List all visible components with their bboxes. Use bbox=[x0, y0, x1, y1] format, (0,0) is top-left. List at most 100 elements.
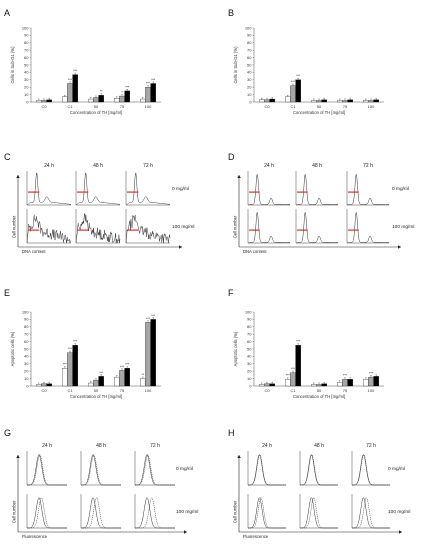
significance-label: *** bbox=[286, 374, 291, 378]
bar bbox=[150, 319, 156, 387]
bar bbox=[88, 382, 94, 387]
y-tick-label: 90 bbox=[24, 317, 29, 322]
histogram-axes bbox=[134, 451, 175, 486]
histogram-curve bbox=[75, 212, 121, 244]
bar bbox=[93, 97, 99, 103]
histogram-axes bbox=[80, 494, 121, 529]
bar bbox=[269, 98, 275, 103]
histogram-axes bbox=[295, 209, 338, 244]
y-tick-label: 40 bbox=[24, 354, 29, 359]
x-axis-label: Fluorescence bbox=[243, 534, 269, 539]
histogram-axes bbox=[299, 494, 338, 529]
dna-histograms-c: 24 h 48 h 72 h 0 mg/ml 100 mg/ml Cell number D… bbox=[12, 163, 195, 254]
histogram-axes bbox=[80, 451, 121, 486]
panel-label-e: E bbox=[4, 288, 10, 298]
histogram-curve bbox=[125, 172, 171, 206]
y-tick-label: 0 bbox=[249, 383, 252, 388]
y-tick-label: 0 bbox=[249, 99, 252, 104]
bar bbox=[72, 345, 78, 387]
y-tick-label: 30 bbox=[24, 77, 29, 82]
y-tick-label: 100 bbox=[245, 309, 252, 314]
y-tick-label: 90 bbox=[247, 33, 252, 38]
bar bbox=[119, 370, 125, 387]
bar bbox=[285, 96, 291, 103]
y-axis-label: Apoptotic cells (%) bbox=[10, 331, 15, 366]
y-tick-label: 70 bbox=[24, 48, 29, 53]
concentration-label: 100 mg/ml bbox=[392, 224, 414, 230]
bar bbox=[259, 99, 265, 103]
significance-label: *** bbox=[68, 347, 73, 351]
histogram-axes bbox=[346, 171, 389, 206]
bar bbox=[67, 83, 73, 103]
bar bbox=[98, 376, 104, 387]
concentration-label: 0 mg/ml bbox=[388, 466, 405, 472]
bar bbox=[316, 100, 322, 103]
histogram-curve bbox=[26, 454, 67, 486]
y-tick-label: 100 bbox=[22, 25, 29, 30]
time-label: 48 h bbox=[314, 443, 324, 449]
histogram-curve bbox=[299, 454, 338, 486]
bar bbox=[145, 87, 151, 103]
histogram-curve bbox=[80, 454, 121, 486]
arrow-head bbox=[16, 455, 20, 458]
category-label: 100 bbox=[368, 388, 375, 393]
significance-label: *** bbox=[151, 314, 156, 318]
y-tick-label: 80 bbox=[24, 324, 29, 329]
significance-label: *** bbox=[343, 374, 348, 378]
bar bbox=[290, 372, 296, 387]
y-tick-label: 30 bbox=[24, 361, 29, 366]
arrow-head bbox=[16, 175, 20, 178]
x-axis-label: Concentration of TH [mg/ml] bbox=[70, 394, 122, 399]
bar bbox=[285, 379, 291, 387]
category-label: 100 bbox=[145, 388, 152, 393]
histogram-curve bbox=[135, 497, 175, 529]
bar bbox=[321, 383, 327, 387]
time-label: 48 h bbox=[312, 163, 322, 169]
concentration-label: 100 mg/ml bbox=[176, 509, 198, 515]
time-label: 72 h bbox=[363, 163, 373, 169]
category-label: 75 bbox=[120, 104, 125, 109]
bar-chart-b: 0 10 20 30 40 50 60 70 80 90 100 Cells in Sub-G1 (%… bbox=[233, 25, 384, 115]
bar bbox=[140, 98, 146, 103]
y-tick-label: 60 bbox=[247, 339, 252, 344]
bar bbox=[114, 376, 120, 387]
significance-label: *** bbox=[68, 78, 73, 82]
x-axis-label: DNA content bbox=[243, 249, 267, 254]
bar bbox=[269, 383, 275, 387]
category-label: C0 bbox=[264, 104, 270, 109]
histogram-curve bbox=[26, 214, 72, 244]
y-tick-label: 80 bbox=[247, 324, 252, 329]
bar bbox=[67, 352, 73, 387]
concentration-label: 100 mg/ml bbox=[172, 224, 194, 230]
arrow-head bbox=[398, 245, 401, 249]
x-axis-label: DNA content bbox=[22, 249, 46, 254]
concentration-label: 0 mg/ml bbox=[176, 466, 193, 472]
concentration-label: 0 mg/ml bbox=[172, 186, 189, 192]
arrow-head bbox=[237, 455, 241, 458]
y-tick-label: 30 bbox=[247, 77, 252, 82]
bar bbox=[114, 98, 120, 103]
y-tick-label: 20 bbox=[24, 369, 29, 374]
significance-label: * bbox=[121, 90, 123, 94]
y-tick-label: 10 bbox=[247, 92, 252, 97]
bar bbox=[259, 384, 265, 387]
histogram-curve bbox=[125, 214, 171, 244]
y-tick-label: 40 bbox=[247, 354, 252, 359]
significance-label: *** bbox=[291, 80, 296, 84]
histogram-axes bbox=[346, 209, 389, 244]
bar bbox=[72, 74, 78, 103]
significance-label: *** bbox=[146, 82, 151, 86]
category-label: 50 bbox=[317, 104, 322, 109]
y-tick-label: 100 bbox=[22, 309, 29, 314]
bar bbox=[316, 384, 322, 387]
histogram-axes bbox=[295, 171, 338, 206]
significance-label: *** bbox=[369, 372, 374, 376]
y-tick-label: 90 bbox=[24, 33, 29, 38]
histogram-curve bbox=[248, 454, 286, 486]
arrow-head bbox=[179, 245, 182, 249]
significance-label: *** bbox=[296, 74, 301, 78]
time-label: 48 h bbox=[96, 443, 106, 449]
histogram-axes bbox=[26, 494, 67, 529]
panel-label-h: H bbox=[228, 428, 235, 438]
